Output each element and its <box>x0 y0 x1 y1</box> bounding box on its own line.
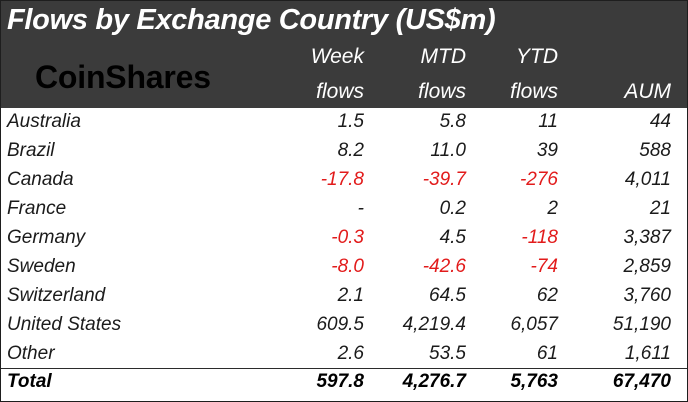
mtd-value: 5.8 <box>439 111 466 132</box>
aum-value: 4,011 <box>624 169 671 190</box>
header-mtd-line2: flows <box>418 80 466 103</box>
table-row: France - 0.2 2 21 <box>1 196 687 225</box>
table-row: Australia 1.5 5.8 11 44 <box>1 109 687 138</box>
total-aum: 67,470 <box>612 371 671 392</box>
aum-value: 3,387 <box>623 227 671 248</box>
country-name: Switzerland <box>7 285 106 306</box>
aum-value: 588 <box>639 140 671 161</box>
mtd-value: 4,219.4 <box>402 314 466 335</box>
week-value: -17.8 <box>320 169 364 190</box>
aum-value: 51,190 <box>612 314 671 335</box>
ytd-value: 61 <box>536 343 558 364</box>
header-mtd-line1: MTD <box>420 45 467 68</box>
table-row: Canada -17.8 -39.7 -276 4,011 <box>1 167 687 196</box>
country-name: Other <box>7 343 55 364</box>
week-value: 1.5 <box>337 111 364 132</box>
mtd-value: 0.2 <box>439 198 466 219</box>
header-week-line2: flows <box>316 80 364 103</box>
ytd-value: 62 <box>536 285 558 306</box>
mtd-value: -42.6 <box>422 256 466 277</box>
table-title: Flows by Exchange Country (US$m) <box>7 4 496 36</box>
week-value: - <box>357 198 364 219</box>
week-value: 8.2 <box>337 140 364 161</box>
aum-value: 1,611 <box>624 343 671 364</box>
total-row: Total 597.8 4,276.7 5,763 67,470 <box>1 369 687 398</box>
total-week: 597.8 <box>316 371 364 392</box>
table-row: Other 2.6 53.5 61 1,611 <box>1 341 687 370</box>
total-label: Total <box>7 371 52 392</box>
header-week-line1: Week <box>310 45 364 68</box>
ytd-value: 6,057 <box>510 314 558 335</box>
country-name: Canada <box>7 169 74 190</box>
total-divider <box>1 368 687 369</box>
country-name: France <box>7 198 67 219</box>
ytd-value: 2 <box>547 198 558 219</box>
table-row: Switzerland 2.1 64.5 62 3,760 <box>1 283 687 312</box>
week-value: -0.3 <box>331 227 364 248</box>
mtd-value: -39.7 <box>422 169 466 190</box>
week-value: 2.6 <box>337 343 364 364</box>
aum-value: 44 <box>649 111 671 132</box>
table-header: Flows by Exchange Country (US$m) CoinSha… <box>1 1 687 108</box>
coinshares-logo: CoinShares <box>35 59 211 95</box>
country-name: Australia <box>7 111 81 132</box>
mtd-value: 11.0 <box>430 140 466 161</box>
table-row: Sweden -8.0 -42.6 -74 2,859 <box>1 254 687 283</box>
week-value: 2.1 <box>337 285 364 306</box>
aum-value: 2,859 <box>623 256 671 277</box>
header-aum-line2: AUM <box>624 80 671 103</box>
ytd-value: -74 <box>530 256 558 277</box>
country-name: Sweden <box>7 256 76 277</box>
ytd-value: 11 <box>538 111 558 132</box>
header-ytd-line2: flows <box>510 80 558 103</box>
table-row: Germany -0.3 4.5 -118 3,387 <box>1 225 687 254</box>
ytd-value: 39 <box>536 140 558 161</box>
table-row: Brazil 8.2 11.0 39 588 <box>1 138 687 167</box>
ytd-value: -276 <box>519 169 558 190</box>
ytd-value: -118 <box>521 227 558 248</box>
mtd-value: 4.5 <box>439 227 466 248</box>
header-ytd-line1: YTD <box>516 45 558 68</box>
table-row: United States 609.5 4,219.4 6,057 51,190 <box>1 312 687 341</box>
country-name: United States <box>7 314 122 335</box>
total-ytd: 5,763 <box>510 371 558 392</box>
mtd-value: 64.5 <box>429 285 466 306</box>
country-name: Brazil <box>7 140 55 161</box>
week-value: 609.5 <box>316 314 364 335</box>
mtd-value: 53.5 <box>429 343 466 364</box>
aum-value: 21 <box>649 198 671 219</box>
total-mtd: 4,276.7 <box>402 371 466 392</box>
week-value: -8.0 <box>331 256 364 277</box>
country-name: Germany <box>7 227 86 248</box>
aum-value: 3,760 <box>623 285 671 306</box>
